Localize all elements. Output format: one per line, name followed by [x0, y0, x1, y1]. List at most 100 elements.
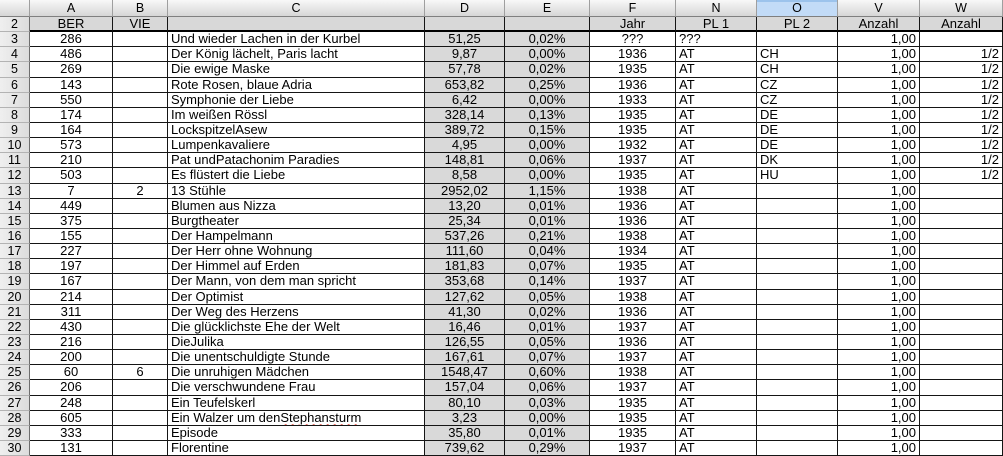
cell-A18[interactable]: 197: [30, 259, 113, 275]
cell-V4[interactable]: 1,00: [838, 47, 920, 63]
row-header-12[interactable]: 12: [0, 168, 30, 184]
cell-O5[interactable]: CH: [757, 62, 838, 78]
cell-V18[interactable]: 1,00: [838, 259, 920, 275]
column-header-W[interactable]: W: [920, 0, 1003, 17]
cell-A3[interactable]: 286: [30, 32, 113, 48]
cell-V20[interactable]: 1,00: [838, 289, 920, 305]
cell-B10[interactable]: [113, 138, 168, 154]
cell-A25[interactable]: 60: [30, 365, 113, 381]
cell-B18[interactable]: [113, 259, 168, 275]
cell-O16[interactable]: [757, 228, 838, 245]
cell-B23[interactable]: [113, 334, 168, 351]
cell-B16[interactable]: [113, 228, 168, 245]
cell-B26[interactable]: [113, 380, 168, 396]
cell-A14[interactable]: 449: [30, 198, 113, 214]
cell-V16[interactable]: 1,00: [838, 228, 920, 245]
cell-O7[interactable]: CZ: [757, 92, 838, 108]
cell-V11[interactable]: 1,00: [838, 153, 920, 169]
cell-D15[interactable]: 25,34: [425, 213, 505, 229]
cell-N30[interactable]: AT: [676, 440, 757, 456]
row-header-7[interactable]: 7: [0, 92, 30, 108]
cell-E16[interactable]: 0,21%: [505, 228, 590, 245]
cell-E28[interactable]: 0,00%: [505, 410, 590, 426]
cell-E12[interactable]: 0,00%: [505, 168, 590, 184]
cell-V12[interactable]: 1,00: [838, 168, 920, 184]
cell-W17[interactable]: [920, 244, 1003, 260]
cell-O19[interactable]: [757, 274, 838, 290]
cell-V9[interactable]: 1,00: [838, 122, 920, 139]
cell-A21[interactable]: 311: [30, 304, 113, 320]
cell-A8[interactable]: 174: [30, 107, 113, 123]
cell-B2[interactable]: VIE: [113, 17, 168, 33]
cell-V13[interactable]: 1,00: [838, 183, 920, 199]
cell-O15[interactable]: [757, 213, 838, 229]
column-header-A[interactable]: A: [30, 0, 113, 17]
cell-F4[interactable]: 1936: [590, 47, 676, 63]
cell-B12[interactable]: [113, 168, 168, 184]
cell-N3[interactable]: ???: [676, 32, 757, 48]
cell-O8[interactable]: DE: [757, 107, 838, 123]
cell-F28[interactable]: 1935: [590, 410, 676, 426]
cell-B11[interactable]: [113, 153, 168, 169]
cell-O14[interactable]: [757, 198, 838, 214]
cell-O22[interactable]: [757, 319, 838, 335]
cell-A22[interactable]: 430: [30, 319, 113, 335]
cell-B22[interactable]: [113, 319, 168, 335]
cell-V29[interactable]: 1,00: [838, 425, 920, 441]
cell-C16[interactable]: Der Hampelmann: [168, 228, 425, 245]
row-header-13[interactable]: 13: [0, 183, 30, 199]
cell-B3[interactable]: [113, 32, 168, 48]
cell-O28[interactable]: [757, 410, 838, 426]
cell-A24[interactable]: 200: [30, 350, 113, 366]
cell-W16[interactable]: [920, 228, 1003, 245]
cell-O17[interactable]: [757, 244, 838, 260]
row-header-29[interactable]: 29: [0, 425, 30, 441]
cell-C17[interactable]: Der Herr ohne Wohnung: [168, 244, 425, 260]
cell-V3[interactable]: 1,00: [838, 32, 920, 48]
cell-O30[interactable]: [757, 440, 838, 456]
cell-B9[interactable]: [113, 122, 168, 139]
cell-W3[interactable]: [920, 32, 1003, 48]
cell-E5[interactable]: 0,02%: [505, 62, 590, 78]
cell-F13[interactable]: 1938: [590, 183, 676, 199]
cell-F7[interactable]: 1933: [590, 92, 676, 108]
cell-D10[interactable]: 4,95: [425, 138, 505, 154]
cell-N5[interactable]: AT: [676, 62, 757, 78]
cell-W11[interactable]: 1/2: [920, 153, 1003, 169]
cell-E27[interactable]: 0,03%: [505, 395, 590, 411]
cell-O29[interactable]: [757, 425, 838, 441]
cell-C25[interactable]: Die unruhigen Mädchen: [168, 365, 425, 381]
row-header-4[interactable]: 4: [0, 47, 30, 63]
row-header-17[interactable]: 17: [0, 244, 30, 260]
cell-D2[interactable]: [425, 17, 505, 33]
cell-F14[interactable]: 1936: [590, 198, 676, 214]
cell-N14[interactable]: AT: [676, 198, 757, 214]
cell-N8[interactable]: AT: [676, 107, 757, 123]
cell-V17[interactable]: 1,00: [838, 244, 920, 260]
row-header-18[interactable]: 18: [0, 259, 30, 275]
cell-B6[interactable]: [113, 77, 168, 93]
cell-A23[interactable]: 216: [30, 334, 113, 351]
cell-V30[interactable]: 1,00: [838, 440, 920, 456]
cell-D4[interactable]: 9,87: [425, 47, 505, 63]
cell-W8[interactable]: 1/2: [920, 107, 1003, 123]
cell-A9[interactable]: 164: [30, 122, 113, 139]
cell-N21[interactable]: AT: [676, 304, 757, 320]
cell-N18[interactable]: AT: [676, 259, 757, 275]
cell-W4[interactable]: 1/2: [920, 47, 1003, 63]
row-header-15[interactable]: 15: [0, 213, 30, 229]
column-header-N[interactable]: N: [676, 0, 757, 17]
cell-F8[interactable]: 1935: [590, 107, 676, 123]
cell-O24[interactable]: [757, 350, 838, 366]
cell-C19[interactable]: Der Mann, von dem man spricht: [168, 274, 425, 290]
cell-E23[interactable]: 0,05%: [505, 334, 590, 351]
cell-N7[interactable]: AT: [676, 92, 757, 108]
cell-D28[interactable]: 3,23: [425, 410, 505, 426]
column-header-D[interactable]: D: [425, 0, 505, 17]
cell-V5[interactable]: 1,00: [838, 62, 920, 78]
cell-F18[interactable]: 1935: [590, 259, 676, 275]
cell-D27[interactable]: 80,10: [425, 395, 505, 411]
cell-C15[interactable]: Burgtheater: [168, 213, 425, 229]
cell-V14[interactable]: 1,00: [838, 198, 920, 214]
cell-F29[interactable]: 1935: [590, 425, 676, 441]
